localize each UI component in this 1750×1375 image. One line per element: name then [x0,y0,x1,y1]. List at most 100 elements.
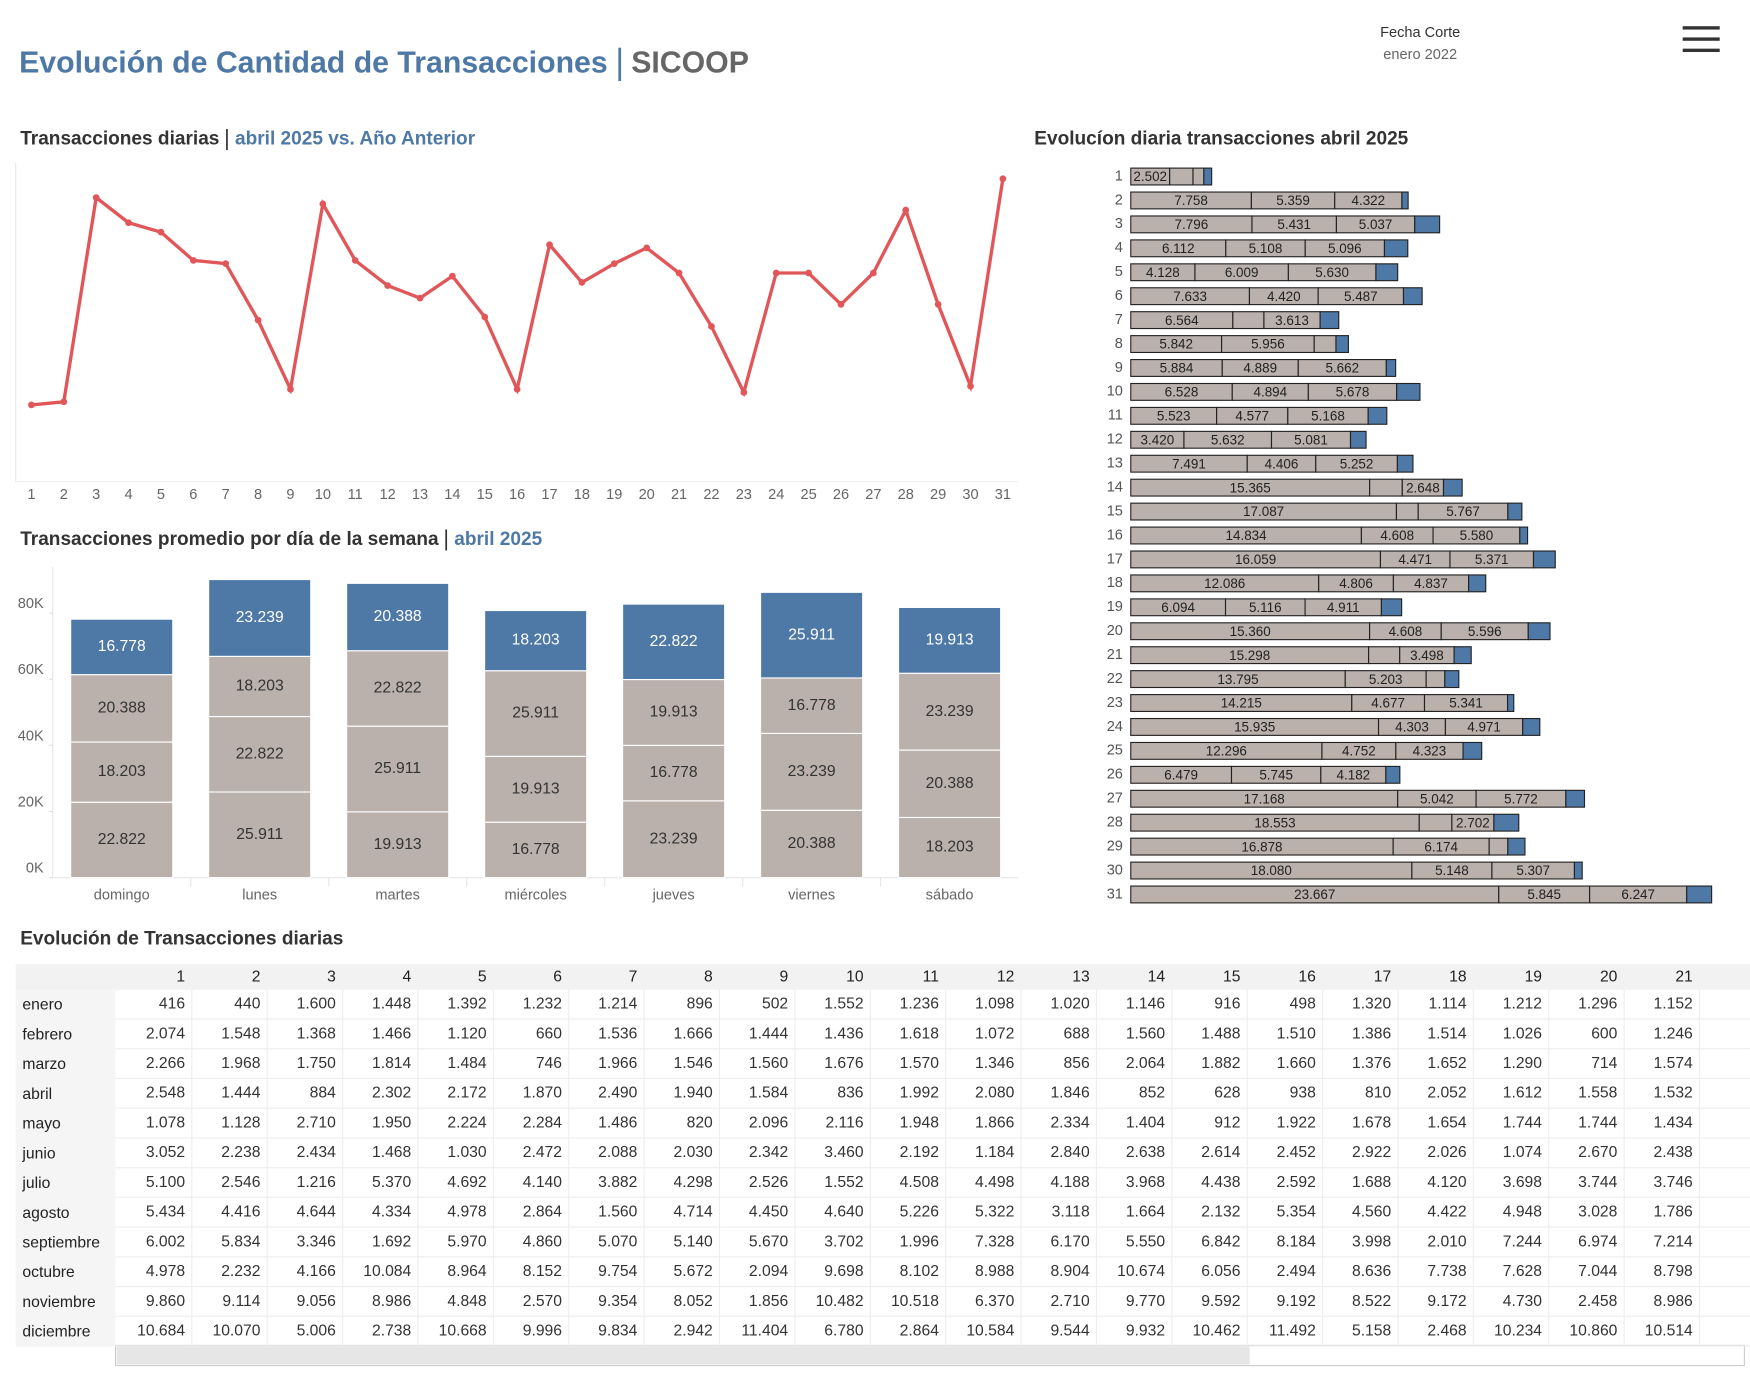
table-cell: 1.532 [1654,1085,1693,1102]
table-cell: 1.814 [372,1055,412,1072]
bar-value-label: 18.080 [1251,863,1292,878]
table-cell: 5.672 [674,1263,713,1280]
bar-segment [1349,430,1367,449]
menu-bar[interactable] [1682,26,1720,30]
bar-value-label: 14.834 [1226,528,1268,543]
table-cell: 1.404 [1126,1114,1166,1131]
table-cell: 10.584 [966,1323,1014,1340]
table-cell: 9.698 [824,1263,864,1280]
menu-bar[interactable] [1682,37,1720,41]
y-tick-label: 26 [1107,767,1123,783]
y-tick-label: 29 [1107,838,1123,854]
bar-value-label: 22.822 [374,680,422,697]
menu-button[interactable] [1682,26,1720,53]
bar-value-label: 5.487 [1344,289,1378,304]
bar-segment [484,609,588,672]
bar-value-label: 4.971 [1467,720,1501,735]
x-tick-label: 7 [222,487,230,503]
bar-segment [1232,311,1265,330]
table-cell: 4.848 [447,1293,487,1310]
bar-value-label: 5.956 [1251,337,1285,352]
bar-segment [208,715,312,793]
bar-segment [897,672,1002,751]
bar-value-label: 5.252 [1340,456,1374,471]
bar-value-label: 20.388 [374,608,422,625]
y-tick-label: 31 [1107,886,1123,902]
table-cell: 1.368 [297,1025,337,1042]
bar-value-label: 4.752 [1342,744,1376,759]
column-header: 10 [846,969,864,986]
x-tick-label: 19 [606,487,622,503]
table-cell: 2.074 [146,1025,186,1042]
table-cell: 1.114 [1429,996,1467,1013]
table-cell: 1.214 [598,996,638,1013]
table-cell: 1.612 [1503,1085,1542,1102]
table-cell: 9.932 [1126,1323,1165,1340]
table-cell: 9.354 [598,1293,638,1310]
bar-segment [1319,311,1340,330]
table-cell: 4.730 [1503,1293,1543,1310]
table-cell: 4.640 [824,1204,864,1221]
table-cell: 6.056 [1201,1263,1241,1280]
table-cell: 2.452 [1277,1144,1316,1161]
table-cell: 1.558 [1578,1085,1618,1102]
bar-value-label: 4.911 [1327,600,1360,615]
table-cell: 8.184 [1277,1233,1317,1250]
table-cell: 8.052 [674,1293,713,1310]
table-cell: 1.688 [1352,1174,1392,1191]
line-point [869,269,877,277]
bar-value-label: 18.553 [1254,815,1295,830]
bar-segment [1369,478,1403,497]
table-cell: 440 [234,996,260,1013]
bar-value-label: 5.148 [1435,863,1469,878]
bar-value-label: 6.009 [1225,265,1259,280]
table-cell: 6.170 [1050,1233,1090,1250]
scrollbar-thumb[interactable] [116,1346,1250,1365]
table-cell: 2.840 [1050,1144,1090,1161]
bar-value-label: 5.845 [1527,887,1561,902]
row-header: diciembre [22,1324,90,1341]
table-cell: 10.518 [891,1293,939,1310]
table-cell: 852 [1139,1085,1165,1102]
row-header: agosto [22,1205,69,1222]
table-cell: 2.434 [297,1144,337,1161]
bar-segment [1385,765,1401,784]
bar-segment [1442,478,1463,497]
bar-value-label: 3.498 [1410,648,1444,663]
table-cell: 1.468 [372,1144,412,1161]
y-tick-label: 11 [1108,408,1123,424]
bar-segment [208,578,312,657]
table-cell: 1.846 [1050,1085,1090,1102]
bar-segment [1527,622,1551,641]
row-header: junio [21,1145,55,1162]
table-cell: 836 [837,1085,863,1102]
bar-value-label: 25.911 [236,826,283,843]
table-cell: 10.674 [1117,1263,1165,1280]
bar-segment [1368,646,1401,665]
bar-segment [70,674,174,743]
x-tick-label: martes [375,887,420,903]
table-cell: 938 [1290,1085,1316,1102]
table-cell: 810 [1365,1085,1391,1102]
bar-segment [1402,287,1423,306]
table-cell: 2.238 [221,1144,261,1161]
table-cell: 856 [1064,1055,1090,1072]
x-tick-label: 2 [60,487,68,503]
column-header: 6 [553,969,562,986]
bar-chart-title: Transacciones promedio por día de la sem… [20,529,439,550]
table-cell: 2.080 [975,1085,1015,1102]
line-point [772,269,780,277]
table-cell: 2.468 [1427,1323,1467,1340]
line-point [837,301,845,308]
table-cell: 10.084 [363,1263,411,1280]
table-cell: 5.970 [447,1233,487,1250]
bar-segment [1444,670,1460,689]
bar-segment [1380,598,1403,617]
menu-bar[interactable] [1682,48,1720,53]
x-tick-label: 17 [541,487,557,503]
table-cell: 1.966 [598,1055,638,1072]
table-cell: 1.856 [749,1293,789,1310]
y-tick-label: 22 [1107,671,1123,687]
line-point [610,260,618,267]
